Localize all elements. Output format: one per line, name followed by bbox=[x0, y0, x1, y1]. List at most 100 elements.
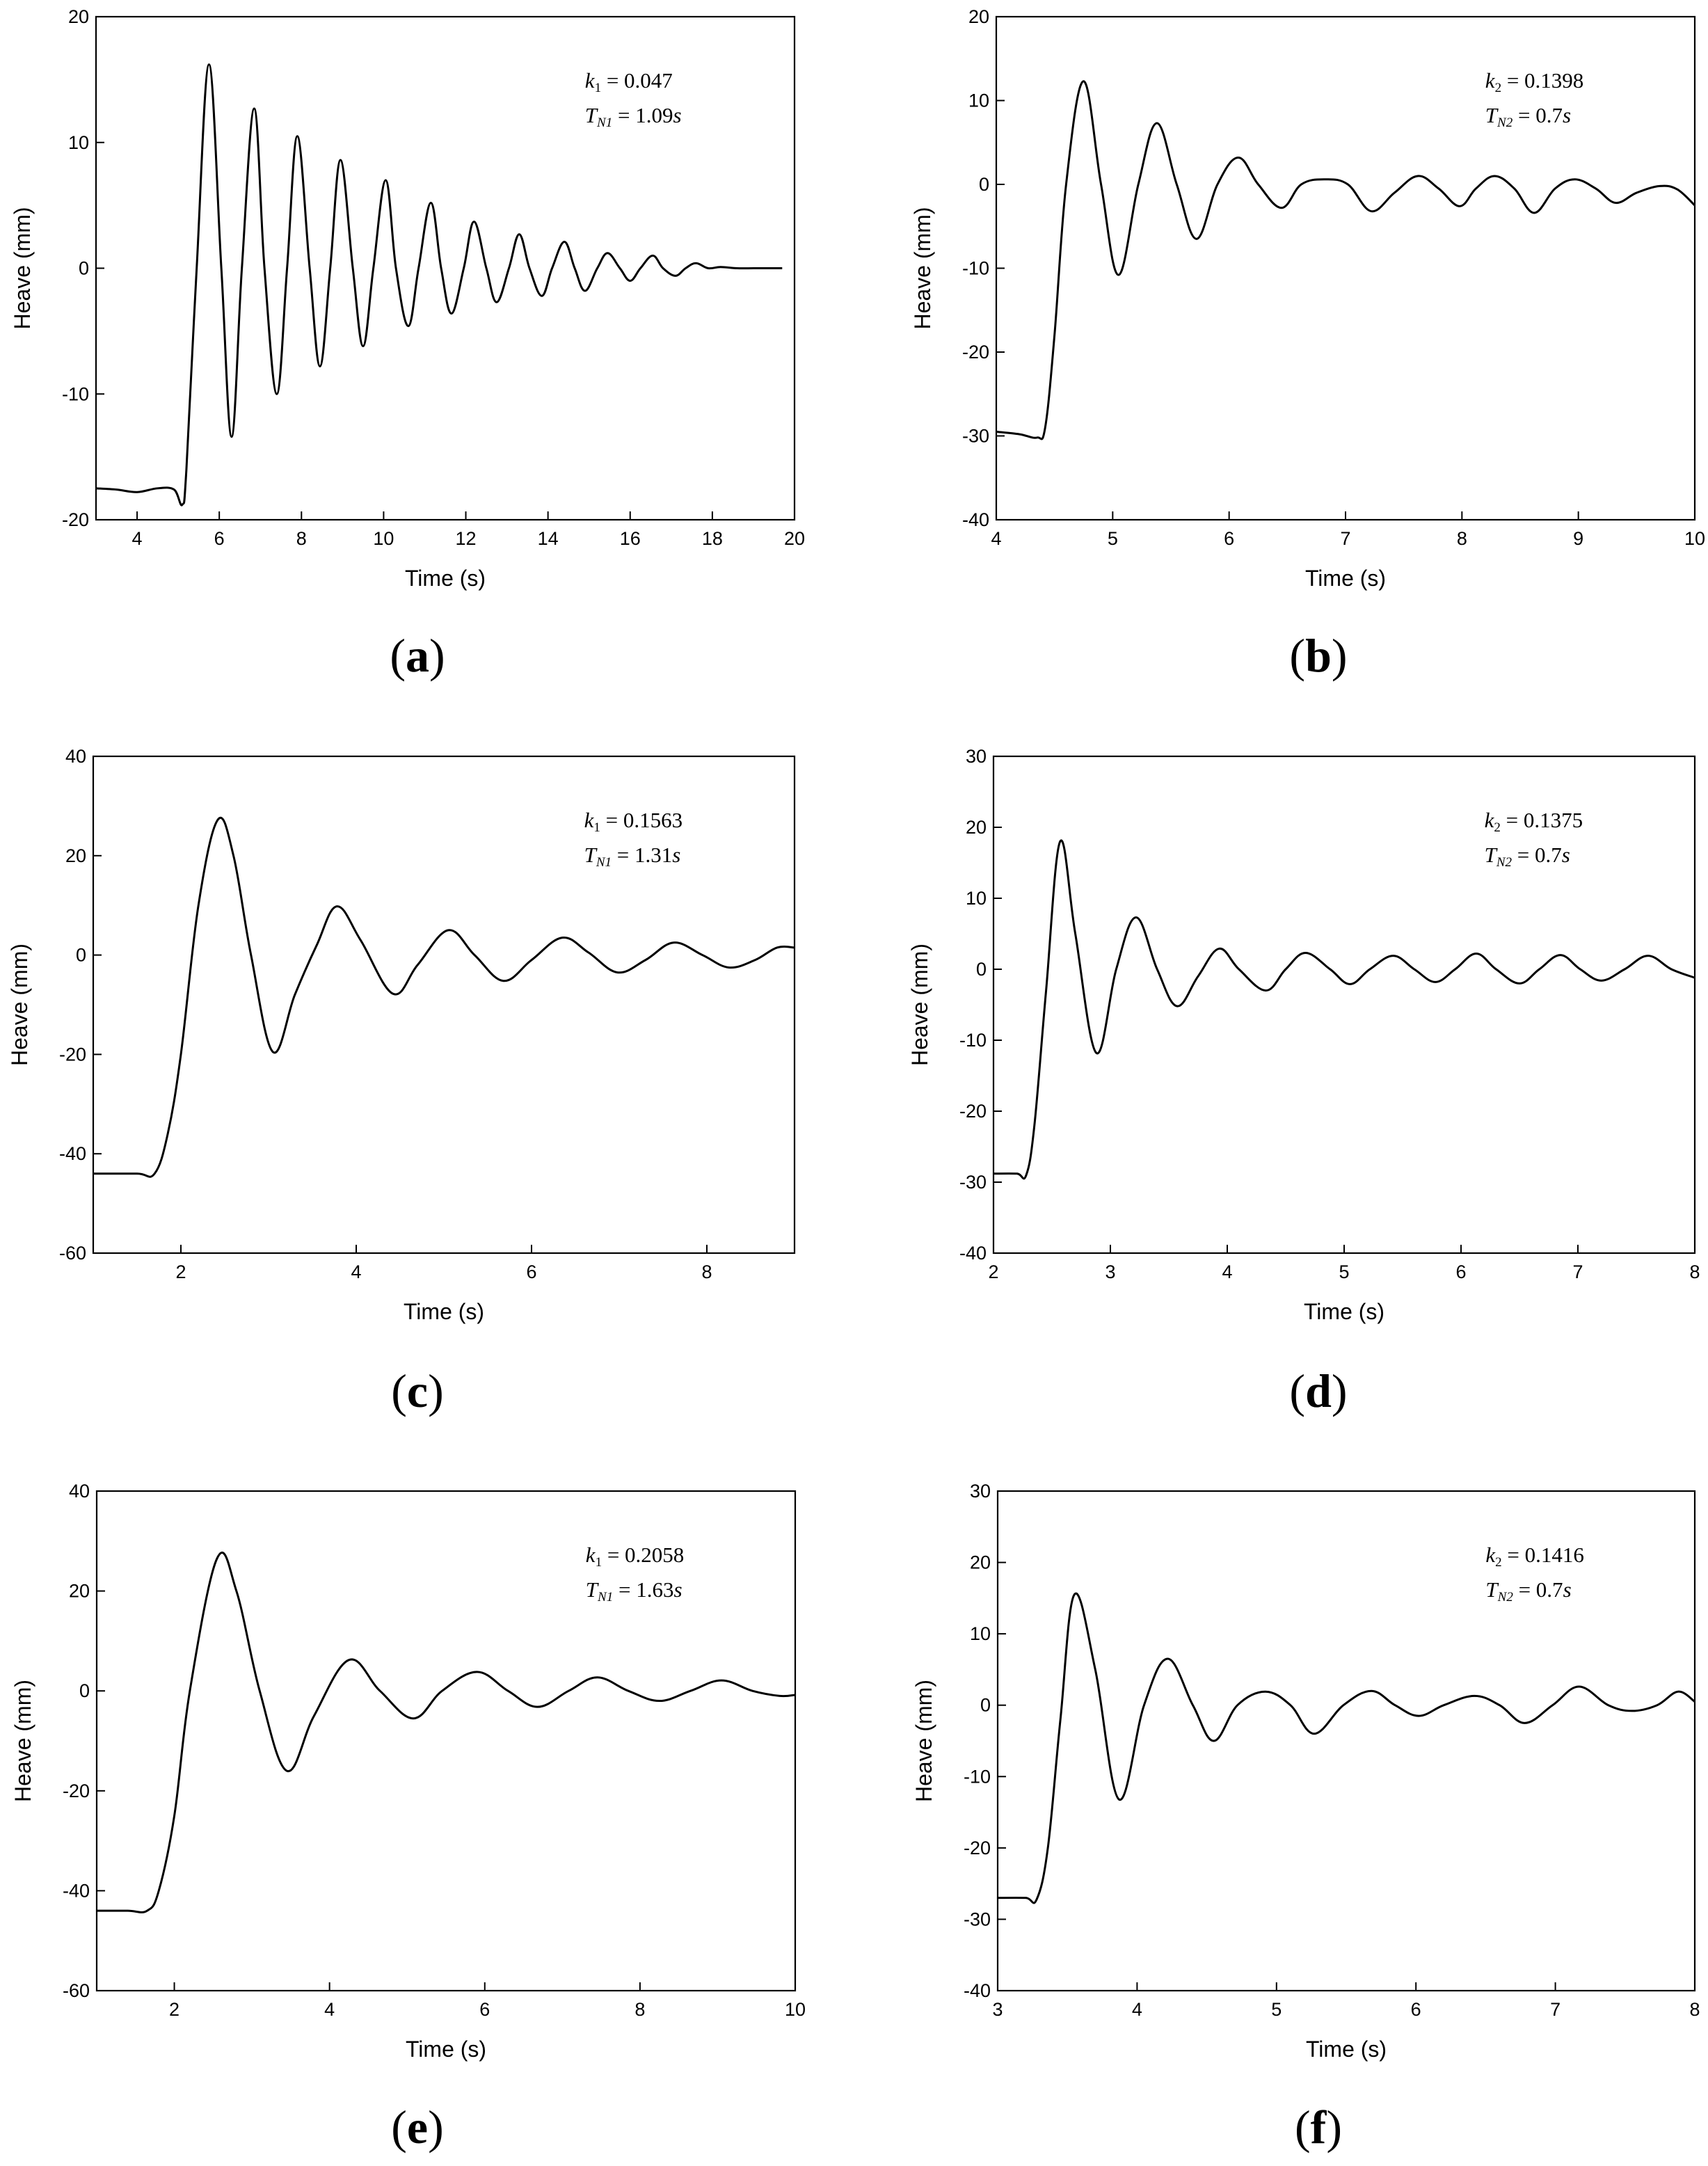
x-tick-label: 10 bbox=[1684, 528, 1705, 549]
series-line-heave bbox=[93, 816, 795, 1178]
panel-e: 2 4 6 8 10 -60 -40 -20 0 20 40 Time (s) Heave (mm) k1… bbox=[10, 1481, 806, 2153]
x-tick-label: 4 bbox=[351, 1261, 361, 1282]
series-line-heave bbox=[996, 80, 1695, 440]
x-tick-label: 8 bbox=[296, 528, 307, 549]
panel-f: 3 4 5 6 7 8 -40 -30 -20 -10 0 10 20 30 Time (s) Heave (… bbox=[911, 1481, 1700, 2153]
plot-frame bbox=[992, 755, 1696, 1255]
x-axis-title: Time (s) bbox=[405, 566, 486, 591]
y-tick-label: -20 bbox=[959, 1101, 987, 1122]
damping-coefficient-label: k2 = 0.1416 bbox=[1485, 1543, 1584, 1570]
x-tick-label: 6 bbox=[526, 1261, 536, 1282]
natural-period-label: TN1 = 1.63s bbox=[586, 1577, 683, 1604]
x-tick-label: 7 bbox=[1340, 528, 1350, 549]
x-tick-label: 6 bbox=[1411, 1999, 1421, 2020]
natural-period-label: TN2 = 0.7s bbox=[1485, 843, 1570, 870]
x-tick-label: 7 bbox=[1572, 1261, 1583, 1282]
panel-d: 2 3 4 5 6 7 8 -40 -30 -20 -10 0 10 20 30 Time (s) Heave … bbox=[907, 746, 1700, 1417]
x-tick-label: 3 bbox=[1105, 1261, 1115, 1282]
x-tick-label: 10 bbox=[373, 528, 394, 549]
y-tick-label: -20 bbox=[62, 509, 89, 530]
damping-coefficient-label: k1 = 0.2058 bbox=[586, 1543, 685, 1570]
x-tick-label: 5 bbox=[1271, 1999, 1282, 2020]
natural-period-label: TN2 = 0.7s bbox=[1485, 1577, 1571, 1604]
x-tick-label: 18 bbox=[702, 528, 723, 549]
y-tick-label: -20 bbox=[59, 1044, 86, 1065]
y-tick-label: -40 bbox=[959, 1243, 987, 1264]
y-tick-label: 0 bbox=[76, 945, 86, 966]
x-tick-label: 16 bbox=[620, 528, 641, 549]
x-tick-label: 8 bbox=[634, 1999, 645, 2020]
y-tick-label: -40 bbox=[59, 1143, 86, 1164]
x-tick-label: 6 bbox=[1455, 1261, 1466, 1282]
panel-label: (d) bbox=[1289, 1364, 1347, 1417]
x-tick-label: 2 bbox=[175, 1261, 186, 1282]
x-tick-label: 2 bbox=[988, 1261, 998, 1282]
plot-frame bbox=[995, 15, 1696, 521]
x-axis-title: Time (s) bbox=[1306, 2037, 1387, 2062]
y-tick-label: 0 bbox=[79, 1680, 90, 1701]
y-tick-label: 10 bbox=[970, 1623, 991, 1644]
y-tick-label: 40 bbox=[65, 746, 86, 767]
y-tick-label: -30 bbox=[964, 1909, 991, 1929]
x-tick-label: 4 bbox=[991, 528, 1001, 549]
series-line-heave bbox=[96, 63, 783, 507]
y-tick-label: 30 bbox=[966, 746, 987, 767]
panel-b: 4 5 6 7 8 9 10 -40 -30 -20 -10 0 10 20 Time (s) Heave (… bbox=[910, 6, 1705, 682]
x-axis-title: Time (s) bbox=[404, 1299, 484, 1324]
x-tick-label: 6 bbox=[1224, 528, 1234, 549]
x-tick-label: 14 bbox=[538, 528, 559, 549]
y-tick-label: 10 bbox=[966, 888, 987, 909]
x-tick-label: 8 bbox=[1689, 1261, 1700, 1282]
y-tick-label: -20 bbox=[63, 1781, 90, 1801]
y-tick-label: -40 bbox=[63, 1880, 90, 1901]
x-tick-label: 4 bbox=[132, 528, 143, 549]
y-tick-label: 0 bbox=[980, 1695, 991, 1716]
plot-frame bbox=[95, 15, 796, 521]
x-tick-label: 6 bbox=[479, 1999, 490, 2020]
panel-label: (b) bbox=[1289, 629, 1347, 682]
y-tick-label: -10 bbox=[62, 383, 89, 404]
damping-coefficient-label: k2 = 0.1398 bbox=[1485, 68, 1584, 95]
natural-period-label: TN1 = 1.09s bbox=[585, 103, 682, 130]
y-axis-title: Heave (mm) bbox=[10, 1680, 35, 1802]
plot-frame bbox=[996, 1490, 1696, 1992]
y-tick-label: -10 bbox=[959, 1030, 987, 1051]
x-tick-label: 20 bbox=[784, 528, 805, 549]
x-tick-label: 2 bbox=[169, 1999, 179, 2020]
series-line-heave bbox=[993, 839, 1695, 1180]
y-tick-label: 20 bbox=[966, 817, 987, 838]
x-tick-label: 4 bbox=[1132, 1999, 1142, 2020]
x-tick-label: 3 bbox=[992, 1999, 1003, 2020]
y-tick-label: -10 bbox=[964, 1766, 991, 1787]
series-line-heave bbox=[998, 1592, 1695, 1904]
panel-label: (c) bbox=[391, 1364, 444, 1417]
panel-c: 2 4 6 8 -60 -40 -20 0 20 40 Time (s) Heave (mm) k1 =… bbox=[7, 746, 796, 1417]
y-tick-label: 20 bbox=[970, 1552, 991, 1573]
y-tick-label: -60 bbox=[63, 1980, 90, 2001]
x-tick-label: 5 bbox=[1108, 528, 1118, 549]
damping-coefficient-label: k2 = 0.1375 bbox=[1485, 808, 1583, 835]
y-axis-title: Heave (mm) bbox=[10, 207, 35, 329]
panel-a: 4 6 8 10 12 14 16 18 20 -20 -10 0 10 20 Time (s) Heave … bbox=[10, 6, 805, 682]
x-axis-title: Time (s) bbox=[1304, 1299, 1384, 1324]
plot-frame bbox=[95, 1490, 797, 1992]
natural-period-label: TN1 = 1.31s bbox=[584, 843, 681, 870]
damping-coefficient-label: k1 = 0.047 bbox=[585, 68, 673, 95]
y-axis-title: Heave (mm) bbox=[7, 943, 32, 1066]
x-tick-label: 12 bbox=[456, 528, 477, 549]
x-axis-title: Time (s) bbox=[406, 2037, 486, 2062]
y-tick-label: -20 bbox=[962, 342, 989, 363]
y-tick-label: 0 bbox=[976, 959, 987, 980]
x-tick-label: 8 bbox=[1689, 1999, 1700, 2020]
x-tick-label: 10 bbox=[785, 1999, 806, 2020]
panel-label: (f) bbox=[1295, 2101, 1342, 2153]
y-tick-label: 40 bbox=[69, 1481, 90, 1502]
y-tick-label: -30 bbox=[959, 1172, 987, 1193]
x-tick-label: 8 bbox=[701, 1261, 712, 1282]
y-tick-label: 20 bbox=[65, 845, 86, 866]
x-tick-label: 8 bbox=[1457, 528, 1467, 549]
y-tick-label: 10 bbox=[68, 132, 89, 153]
y-tick-label: 0 bbox=[79, 258, 89, 279]
x-tick-label: 6 bbox=[214, 528, 225, 549]
